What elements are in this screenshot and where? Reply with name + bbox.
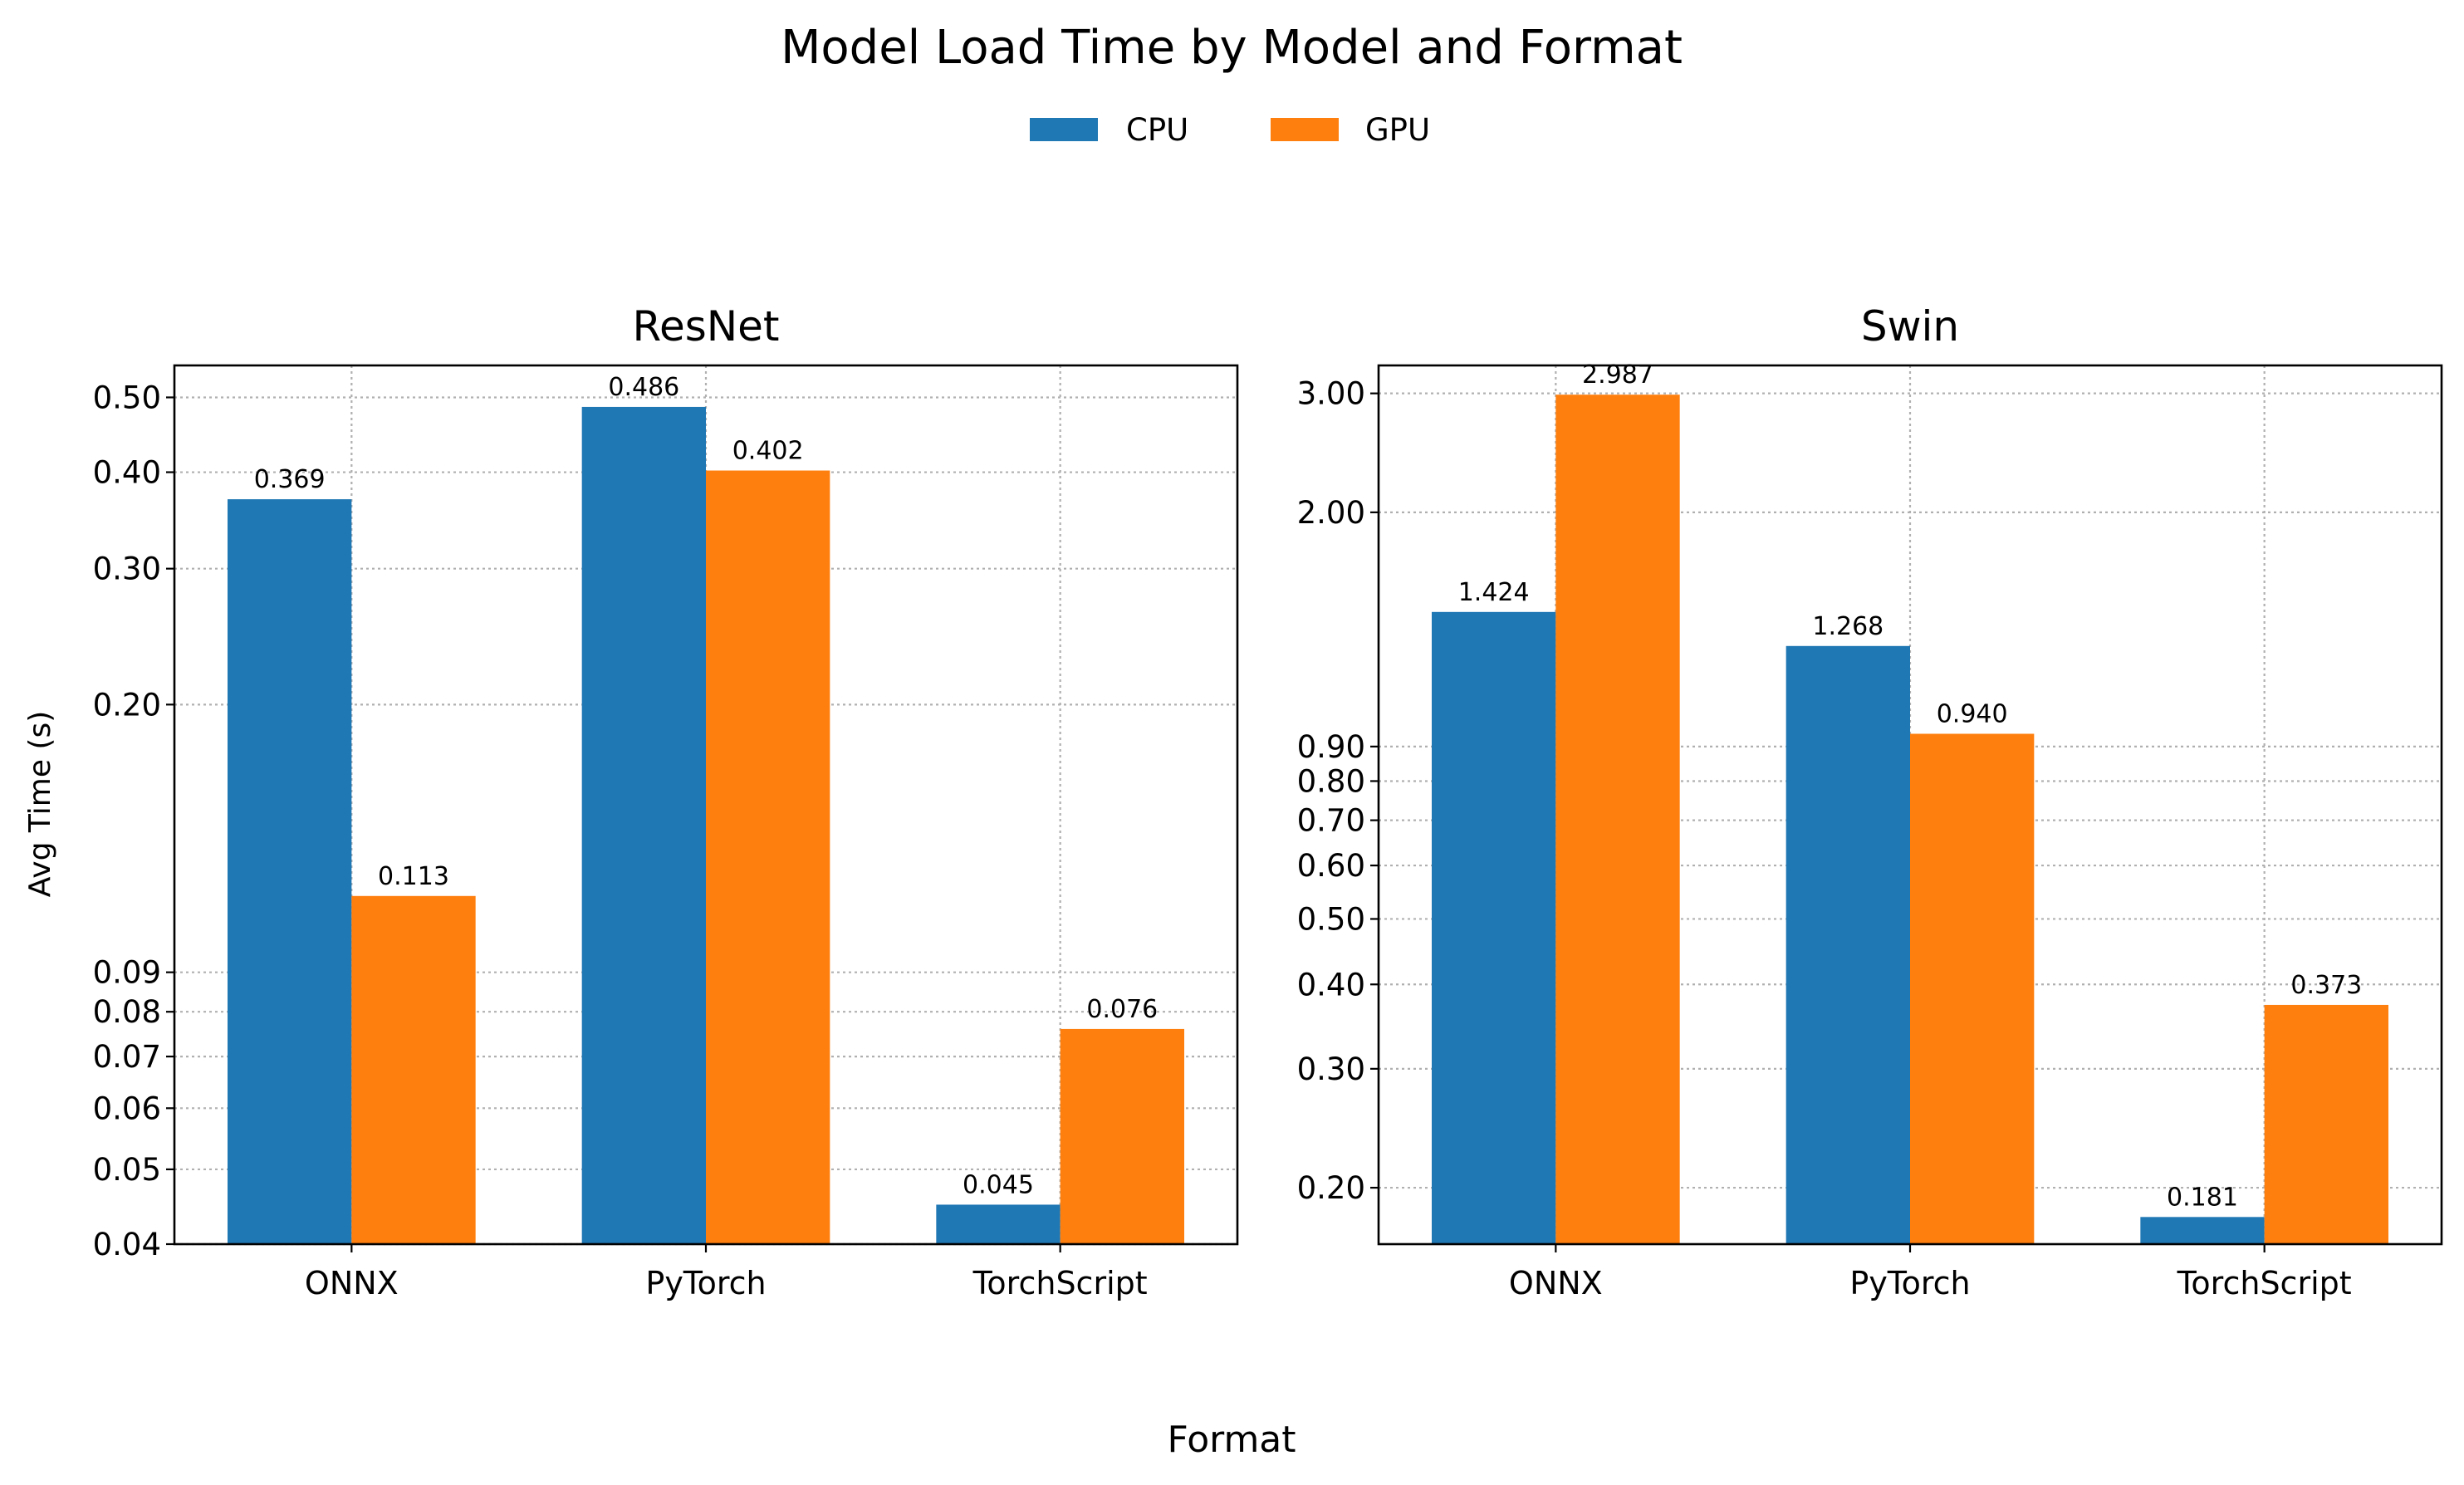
- y-tick-label: 0.40: [93, 455, 161, 491]
- y-tick-label: 0.70: [1297, 803, 1365, 839]
- bar-value-label: 1.268: [1812, 612, 1884, 641]
- subplot-title: Swin: [1861, 302, 1959, 350]
- legend-label-gpu: GPU: [1365, 112, 1430, 148]
- y-tick-label: 0.40: [1297, 967, 1365, 1002]
- bar-value-label: 0.045: [963, 1170, 1034, 1199]
- bar-value-label: 0.113: [378, 862, 449, 891]
- y-tick-label: 0.06: [93, 1090, 161, 1126]
- y-tick-label: 0.50: [1297, 901, 1365, 937]
- y-tick-label: 0.08: [93, 994, 161, 1030]
- legend-label-cpu: CPU: [1126, 112, 1188, 148]
- bar-value-label: 0.373: [2290, 971, 2362, 1000]
- y-tick-label: 0.50: [93, 380, 161, 415]
- y-tick-label: 0.09: [93, 955, 161, 991]
- legend: CPU GPU: [1030, 112, 1430, 148]
- y-tick-label: 3.00: [1297, 376, 1365, 412]
- y-axis-label: Avg Time (s): [23, 711, 57, 898]
- bar-value-label: 0.369: [254, 465, 326, 494]
- y-tick-label: 0.80: [1297, 763, 1365, 799]
- bar-cpu-onnx: [1432, 611, 1556, 1244]
- bar-gpu-torchscript: [1060, 1028, 1184, 1244]
- y-tick-label: 0.20: [1297, 1170, 1365, 1206]
- x-axis-label: Format: [1167, 1419, 1296, 1461]
- bar-gpu-pytorch: [1910, 733, 2035, 1244]
- bar-value-label: 1.424: [1458, 578, 1530, 607]
- legend-swatch-gpu: [1271, 118, 1339, 141]
- y-tick-label: 0.05: [93, 1152, 161, 1188]
- bar-gpu-onnx: [1555, 395, 1680, 1244]
- bar-cpu-pytorch: [1786, 645, 1910, 1244]
- subplot-title: ResNet: [632, 302, 779, 350]
- x-tick-label: PyTorch: [645, 1265, 766, 1301]
- x-tick-label: TorchScript: [2177, 1265, 2352, 1301]
- bar-cpu-torchscript: [936, 1204, 1061, 1244]
- bar-value-label: 0.486: [608, 373, 679, 402]
- bar-value-label: 0.076: [1086, 995, 1158, 1024]
- y-tick-label: 0.30: [1297, 1051, 1365, 1087]
- bar-cpu-torchscript: [2140, 1217, 2265, 1244]
- panel-swin: 0.20 0.30 0.40 0.50 0.60 0.70 0.800.90 2.00 3.00…: [1297, 302, 2443, 1301]
- bar-value-label: 0.940: [1937, 700, 2008, 729]
- y-tick-label: 0.07: [93, 1039, 161, 1075]
- x-tick-label: ONNX: [305, 1265, 399, 1301]
- bar-gpu-pytorch: [706, 470, 830, 1244]
- legend-swatch-cpu: [1030, 118, 1098, 141]
- bar-cpu-pytorch: [581, 406, 706, 1244]
- x-tick-label: ONNX: [1509, 1265, 1603, 1301]
- bar-cpu-onnx: [228, 499, 352, 1244]
- x-tick-label: PyTorch: [1849, 1265, 1970, 1301]
- y-tick-label: 0.60: [1297, 848, 1365, 884]
- bar-value-label: 0.402: [732, 437, 804, 466]
- x-tick-label: TorchScript: [972, 1265, 1148, 1301]
- y-tick-label: 0.04: [93, 1227, 161, 1262]
- panel-resnet: 0.04 0.05 0.06 0.07 0.080.09 0.20 0.30 0.40 0.50…: [93, 302, 1239, 1301]
- bar-gpu-torchscript: [2264, 1004, 2388, 1244]
- figure-title: Model Load Time by Model and Format: [781, 21, 1683, 75]
- bar-gpu-onnx: [351, 895, 476, 1244]
- y-tick-label: 0.90: [1297, 729, 1365, 765]
- y-tick-label: 0.30: [93, 551, 161, 587]
- y-tick-label: 2.00: [1297, 495, 1365, 531]
- y-tick-label: 0.20: [93, 687, 161, 723]
- bar-value-label: 0.181: [2167, 1183, 2238, 1212]
